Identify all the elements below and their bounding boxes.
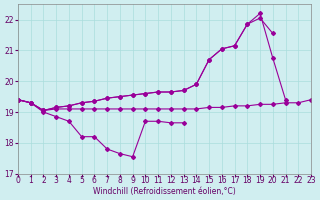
X-axis label: Windchill (Refroidissement éolien,°C): Windchill (Refroidissement éolien,°C) xyxy=(93,187,236,196)
